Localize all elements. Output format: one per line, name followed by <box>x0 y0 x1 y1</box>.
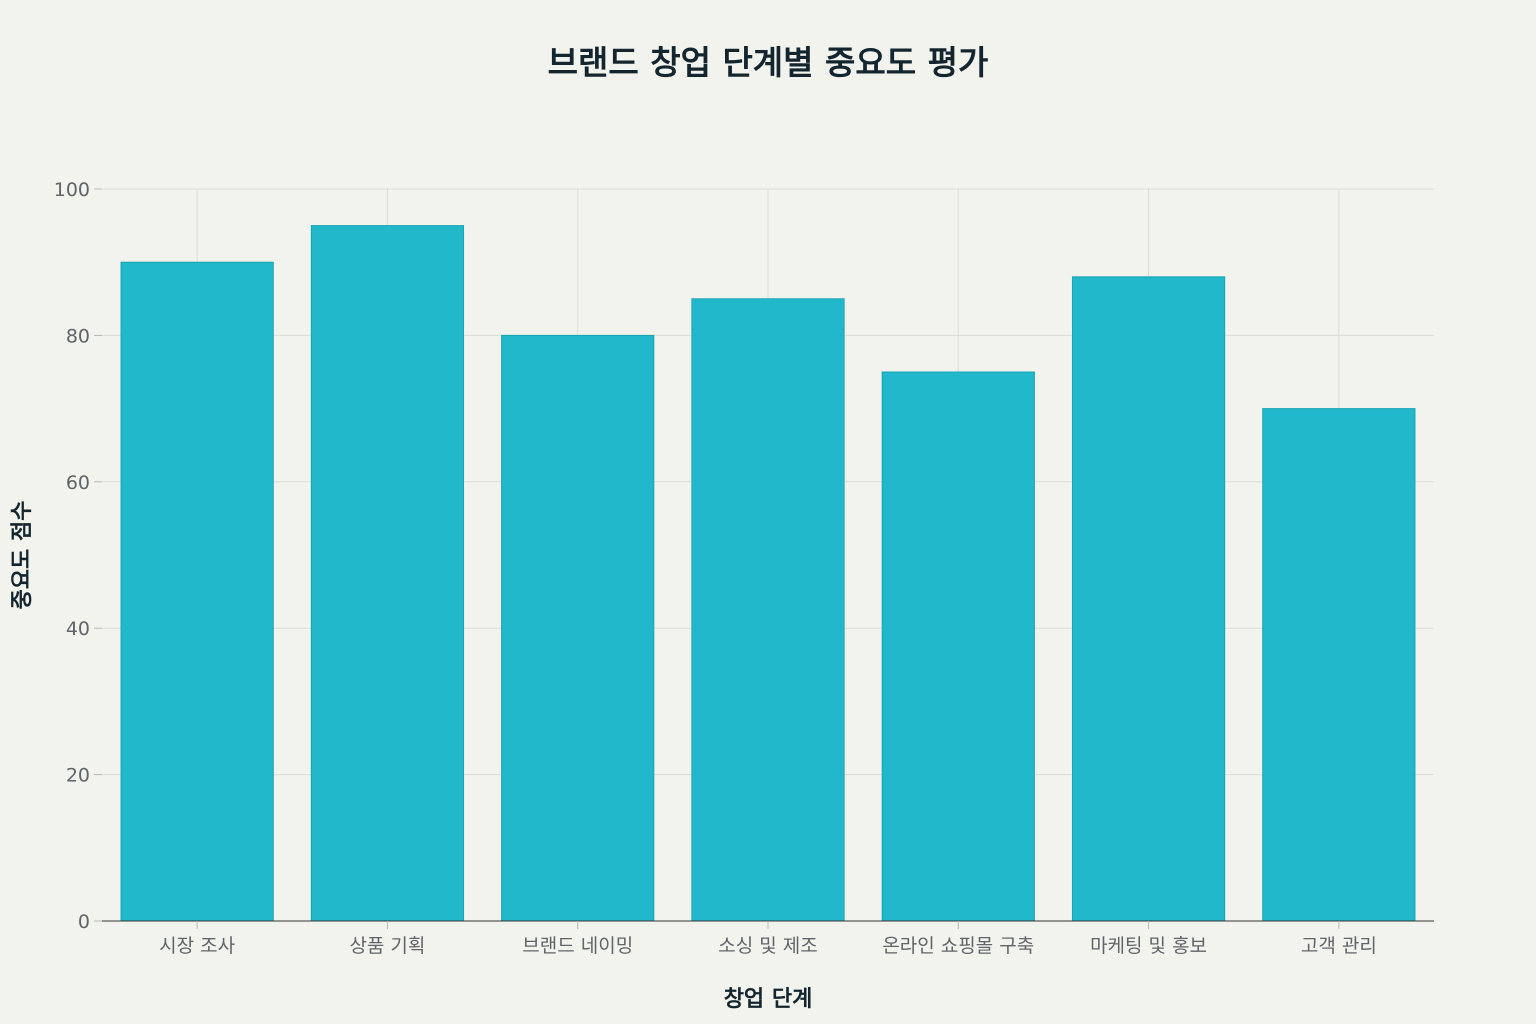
axis-layer: 0 20 40 60 80 100 시장 조사 상품 기획 브랜드 네이밍 소싱 및 제조 온라인 … <box>54 179 1434 957</box>
y-tick-label: 100 <box>54 179 90 201</box>
x-tick-label: 고객 관리 <box>1301 935 1377 957</box>
bar <box>1071 276 1226 922</box>
x-tick-label: 온라인 쇼핑몰 구축 <box>882 935 1034 957</box>
bar <box>691 298 845 922</box>
x-tick-label: 시장 조사 <box>159 935 235 957</box>
bar <box>120 261 274 922</box>
bar-layer <box>120 225 1416 922</box>
bar <box>1262 408 1416 922</box>
chart-title: 브랜드 창업 단계별 중요도 평가 <box>548 43 989 82</box>
x-tick-label: 상품 기획 <box>349 935 425 957</box>
x-tick-label: 마케팅 및 홍보 <box>1090 935 1207 957</box>
bar <box>881 371 1035 922</box>
bar <box>310 225 465 922</box>
bar <box>501 334 655 922</box>
y-axis-title: 중요도 점수 <box>10 501 35 610</box>
y-tick-label: 0 <box>78 911 90 933</box>
y-tick-label: 20 <box>66 765 90 787</box>
y-tick-label: 60 <box>66 472 90 494</box>
x-axis-title: 창업 단계 <box>724 987 813 1012</box>
x-tick-label: 브랜드 네이밍 <box>522 935 633 957</box>
y-tick-label: 40 <box>66 618 90 640</box>
y-tick-label: 80 <box>66 325 90 347</box>
x-tick-label: 소싱 및 제조 <box>718 935 817 957</box>
